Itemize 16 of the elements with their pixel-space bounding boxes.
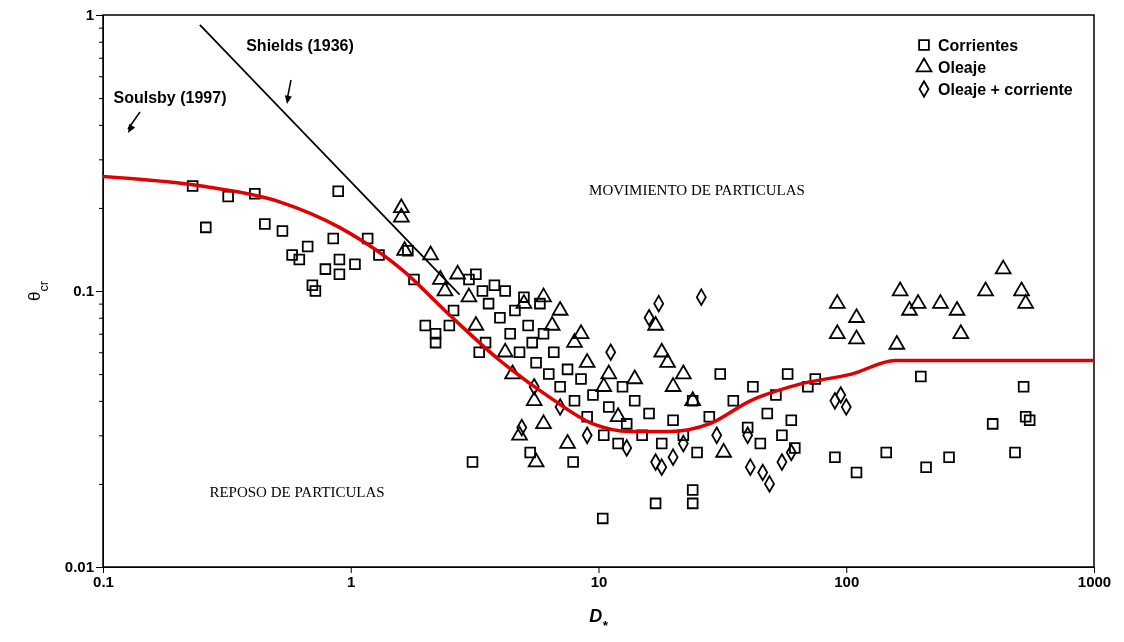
y-tick-label: 0.01	[64, 558, 94, 576]
annotation: MOVIMIENTO DE PARTICULAS	[589, 182, 805, 198]
legend-label: Corrientes	[938, 37, 1019, 54]
annotation: REPOSO DE PARTICULAS	[209, 484, 385, 500]
x-axis-title: D$_{*}$	[589, 606, 609, 633]
annotation: Soulsby (1997)	[113, 89, 227, 106]
x-tick-label: 10	[590, 572, 608, 590]
annotation: Shields (1936)	[246, 37, 354, 54]
y-tick-label: 1	[85, 6, 94, 24]
x-tick-label: 0.1	[93, 572, 114, 590]
x-tick-label: 1	[347, 572, 356, 590]
legend-label: Oleaje + corriente	[938, 81, 1073, 98]
y-tick-label: 0.1	[73, 282, 94, 300]
x-tick-label: 1000	[1077, 572, 1112, 590]
x-tick-label: 100	[834, 572, 860, 590]
legend-label: Oleaje	[938, 59, 987, 76]
